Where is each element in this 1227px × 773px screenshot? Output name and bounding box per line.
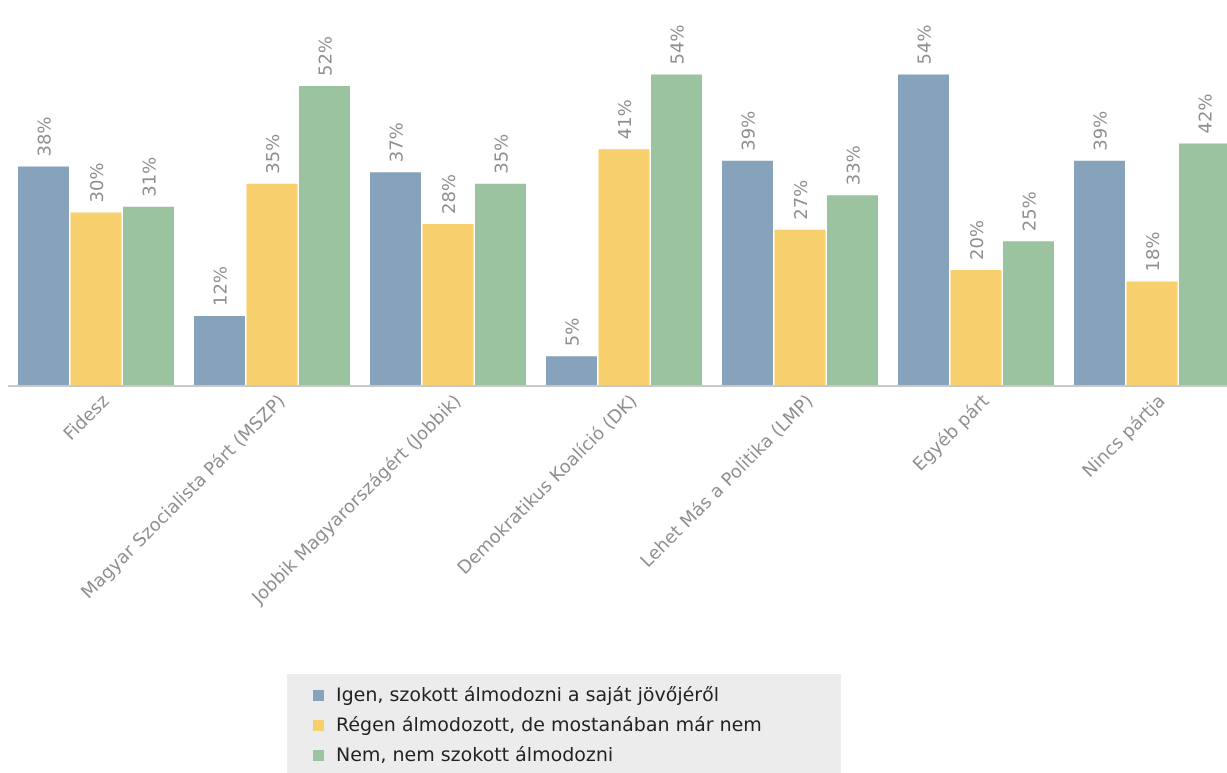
data-label-regen-egyeb-part: 20% <box>967 220 988 260</box>
chart-legend: Igen, szokott álmodozni a saját jövőjérő… <box>287 674 841 773</box>
legend-label-nem: Nem, nem szokott álmodozni <box>336 744 614 766</box>
category-label-nincs-partja: Nincs pártja <box>1078 391 1169 482</box>
category-label-demokratikus-koalicio-dk: Demokratikus Koalíció (DK) <box>453 391 641 579</box>
legend-item-nem: Nem, nem szokott álmodozni <box>313 740 841 770</box>
category-label-lehet-mas-a-politika-lmp: Lehet Más a Politika (LMP) <box>636 391 817 572</box>
legend-label-igen: Igen, szokott álmodozni a saját jövőjérő… <box>336 684 720 706</box>
bar-nem-jobbik-magyarorszagert-jobbik <box>475 183 526 385</box>
data-label-igen-demokratikus-koalicio-dk: 5% <box>563 318 584 347</box>
data-label-nem-demokratikus-koalicio-dk: 54% <box>668 24 689 64</box>
bar-regen-demokratikus-koalicio-dk <box>598 149 650 385</box>
category-label-egyeb-part: Egyéb párt <box>909 391 994 476</box>
bar-regen-lehet-mas-a-politika-lmp <box>774 229 826 385</box>
data-label-regen-fidesz: 30% <box>87 162 108 202</box>
category-label-fidesz: Fidesz <box>60 391 114 445</box>
bar-nem-lehet-mas-a-politika-lmp <box>827 195 878 385</box>
bar-nem-fidesz <box>123 206 174 385</box>
legend-swatch-nem <box>313 749 324 761</box>
bar-chart: 38% 30% 31% Fidesz 12% 35% 52% Magyar Szocialis… <box>8 24 1227 609</box>
legend-swatch-igen <box>313 689 324 701</box>
bar-nem-nincs-partja <box>1179 143 1227 385</box>
data-label-nem-nincs-partja: 42% <box>1196 93 1217 133</box>
data-label-igen-fidesz: 38% <box>35 116 56 156</box>
category-label-jobbik-magyarorszagert-jobbik: Jobbik Magyarországért (Jobbik) <box>247 391 465 609</box>
bar-regen-egyeb-part <box>950 270 1002 385</box>
bar-regen-magyar-szocialista-part-mszp <box>246 183 298 385</box>
bar-igen-magyar-szocialista-part-mszp <box>194 316 245 385</box>
legend-item-igen: Igen, szokott álmodozni a saját jövőjérő… <box>313 680 841 710</box>
bar-igen-jobbik-magyarorszagert-jobbik <box>370 172 421 385</box>
bar-regen-jobbik-magyarorszagert-jobbik <box>422 224 474 385</box>
data-label-igen-lehet-mas-a-politika-lmp: 39% <box>739 111 760 151</box>
data-label-igen-nincs-partja: 39% <box>1091 111 1112 151</box>
data-label-regen-nincs-partja: 18% <box>1143 231 1164 271</box>
bar-igen-fidesz <box>18 166 69 385</box>
legend-label-regen: Régen álmodozott, de mostanában már nem <box>336 714 762 736</box>
bar-nem-magyar-szocialista-part-mszp <box>299 86 350 385</box>
data-label-nem-lehet-mas-a-politika-lmp: 33% <box>844 145 865 185</box>
legend-item-regen: Régen álmodozott, de mostanában már nem <box>313 710 841 740</box>
data-label-regen-jobbik-magyarorszagert-jobbik: 28% <box>439 174 460 214</box>
bar-nem-egyeb-part <box>1003 241 1054 385</box>
category-label-magyar-szocialista-part-mszp: Magyar Szocialista Párt (MSZP) <box>77 391 289 603</box>
bar-regen-fidesz <box>70 212 122 385</box>
data-label-nem-jobbik-magyarorszagert-jobbik: 35% <box>492 134 513 174</box>
legend-swatch-regen <box>313 719 324 731</box>
data-label-regen-lehet-mas-a-politika-lmp: 27% <box>791 180 812 220</box>
data-label-nem-fidesz: 31% <box>140 157 161 197</box>
bar-nem-demokratikus-koalicio-dk <box>651 74 702 385</box>
data-label-nem-magyar-szocialista-part-mszp: 52% <box>316 36 337 76</box>
bar-regen-nincs-partja <box>1126 281 1178 385</box>
bar-igen-egyeb-part <box>898 74 949 385</box>
data-label-igen-magyar-szocialista-part-mszp: 12% <box>211 266 232 306</box>
bar-igen-demokratikus-koalicio-dk <box>546 356 597 385</box>
data-label-igen-egyeb-part: 54% <box>915 24 936 64</box>
data-label-regen-magyar-szocialista-part-mszp: 35% <box>263 134 284 174</box>
data-label-regen-demokratikus-koalicio-dk: 41% <box>615 99 636 139</box>
bar-igen-nincs-partja <box>1074 160 1125 385</box>
data-label-nem-egyeb-part: 25% <box>1020 191 1041 231</box>
bar-igen-lehet-mas-a-politika-lmp <box>722 160 773 385</box>
data-label-igen-jobbik-magyarorszagert-jobbik: 37% <box>387 122 408 162</box>
